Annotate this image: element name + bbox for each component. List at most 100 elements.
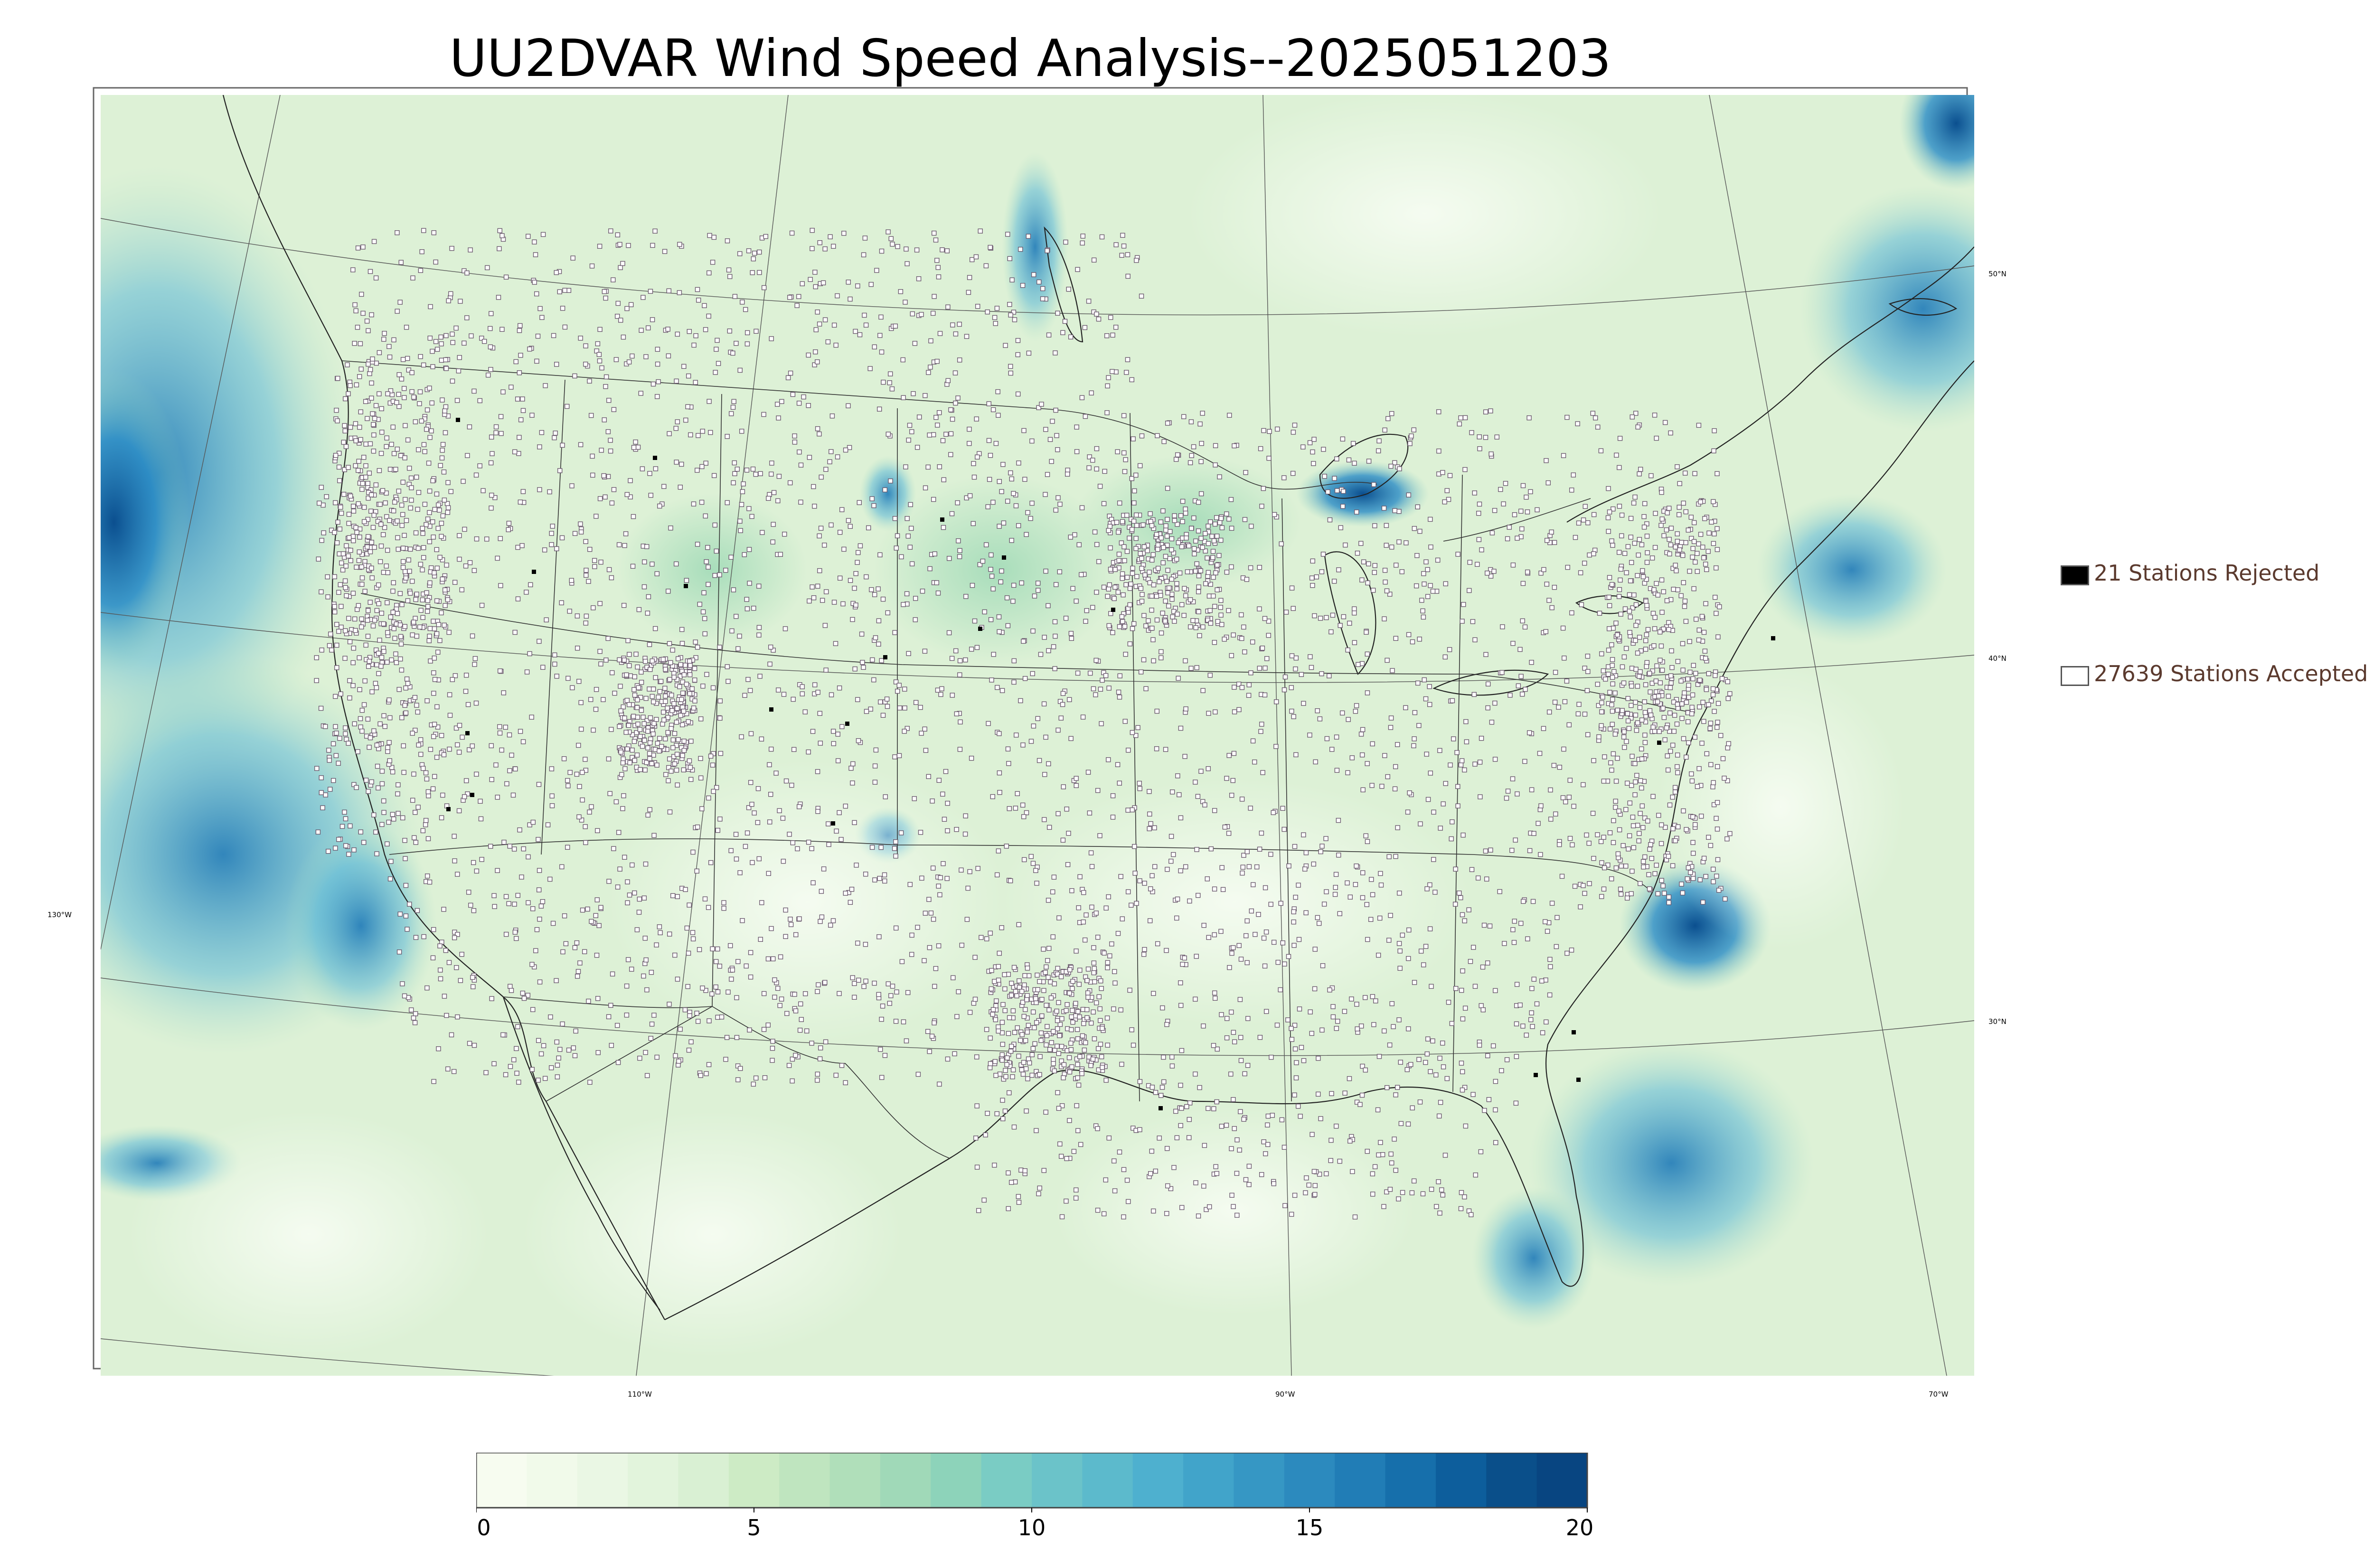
accepted-station-marker <box>781 858 786 864</box>
accepted-station-marker <box>897 705 903 711</box>
accepted-station-marker <box>1261 428 1266 433</box>
accepted-station-marker <box>684 578 689 583</box>
accepted-station-marker <box>684 925 690 931</box>
accepted-station-marker <box>688 777 694 782</box>
accepted-station-marker <box>1660 883 1666 889</box>
accepted-station-marker <box>647 751 652 756</box>
accepted-station-marker <box>1176 676 1181 681</box>
accepted-station-marker <box>1357 1102 1363 1107</box>
accepted-station-marker <box>1370 994 1375 999</box>
accepted-station-marker <box>1609 642 1614 648</box>
accepted-station-marker <box>485 265 490 271</box>
accepted-station-marker <box>1363 833 1369 838</box>
accepted-station-marker <box>1007 302 1012 307</box>
accepted-station-marker <box>1219 622 1225 627</box>
accepted-station-marker <box>882 487 888 493</box>
accepted-station-marker <box>437 638 443 643</box>
accepted-station-marker <box>925 464 931 470</box>
accepted-station-marker <box>329 648 334 653</box>
accepted-station-marker <box>1421 571 1426 576</box>
accepted-station-marker <box>1669 665 1675 670</box>
accepted-station-marker <box>1576 520 1582 526</box>
accepted-station-marker <box>1428 545 1433 550</box>
accepted-station-marker <box>437 943 443 948</box>
accepted-station-marker <box>1160 1005 1165 1011</box>
accepted-station-marker <box>657 736 662 741</box>
accepted-station-marker <box>410 579 415 584</box>
accepted-station-marker <box>1548 787 1553 793</box>
accepted-station-marker <box>1074 449 1080 454</box>
accepted-station-marker <box>1553 669 1558 675</box>
accepted-station-marker <box>1416 1057 1422 1062</box>
accepted-station-marker <box>374 360 379 366</box>
accepted-station-marker <box>530 906 536 911</box>
accepted-station-marker <box>989 986 994 992</box>
accepted-station-marker <box>1067 1069 1073 1075</box>
accepted-station-marker <box>387 518 392 523</box>
accepted-station-marker <box>371 432 377 438</box>
accepted-station-marker <box>1711 780 1716 785</box>
accepted-station-marker <box>751 256 756 262</box>
accepted-station-marker <box>1158 1093 1164 1098</box>
accepted-station-marker <box>515 1024 520 1030</box>
accepted-station-marker <box>348 424 353 430</box>
accepted-station-marker <box>1069 1064 1074 1070</box>
accepted-station-marker <box>618 749 624 755</box>
accepted-station-marker <box>1062 319 1068 324</box>
accepted-station-marker <box>993 1073 999 1078</box>
accepted-station-marker <box>903 300 908 305</box>
accepted-station-marker <box>1074 598 1079 604</box>
accepted-station-marker <box>369 395 374 401</box>
accepted-station-marker <box>1514 1021 1519 1027</box>
accepted-station-marker <box>1147 918 1153 923</box>
accepted-station-marker <box>999 688 1005 693</box>
accepted-station-marker <box>756 249 762 255</box>
accepted-station-marker <box>1315 915 1320 920</box>
accepted-station-marker <box>434 347 440 352</box>
accepted-station-marker <box>1606 664 1611 669</box>
accepted-station-marker <box>1007 256 1013 261</box>
accepted-station-marker <box>1406 956 1411 961</box>
accepted-station-marker <box>565 845 570 850</box>
accepted-station-marker <box>409 485 414 490</box>
accepted-station-marker <box>452 834 457 839</box>
accepted-station-marker <box>721 906 726 911</box>
accepted-station-marker <box>1218 612 1224 618</box>
accepted-station-marker <box>503 894 509 899</box>
accepted-station-marker <box>583 343 588 348</box>
accepted-station-marker <box>1058 974 1064 979</box>
accepted-station-marker <box>1000 1116 1006 1121</box>
accepted-station-marker <box>989 573 995 579</box>
accepted-station-marker <box>367 735 373 741</box>
accepted-station-marker <box>1213 462 1218 468</box>
accepted-station-marker <box>1084 1007 1090 1013</box>
accepted-station-marker <box>807 598 812 604</box>
accepted-station-marker <box>449 1032 454 1038</box>
accepted-station-marker <box>1039 402 1044 407</box>
accepted-station-marker <box>1086 1054 1092 1060</box>
accepted-station-marker <box>583 361 588 367</box>
accepted-station-marker <box>425 598 431 603</box>
accepted-station-marker <box>672 952 678 958</box>
accepted-station-marker <box>1620 664 1625 670</box>
accepted-station-marker <box>1060 837 1066 843</box>
accepted-station-marker <box>1583 504 1588 509</box>
accepted-station-marker <box>1065 862 1071 867</box>
accepted-station-marker <box>654 762 659 768</box>
accepted-station-marker <box>1523 686 1528 692</box>
accepted-station-marker <box>434 565 440 571</box>
accepted-station-marker <box>822 317 828 322</box>
accepted-station-marker <box>630 563 636 569</box>
accepted-station-marker <box>986 438 992 443</box>
accepted-station-marker <box>1159 649 1164 655</box>
accepted-station-marker <box>1662 737 1667 742</box>
accepted-station-marker <box>1570 842 1575 847</box>
accepted-station-marker <box>527 822 532 827</box>
accepted-station-marker <box>989 677 994 683</box>
accepted-station-marker <box>386 819 391 825</box>
accepted-station-marker <box>424 776 430 782</box>
accepted-station-marker <box>789 230 795 236</box>
accepted-station-marker <box>1329 747 1335 752</box>
accepted-station-marker <box>369 540 374 545</box>
accepted-station-marker <box>1509 847 1515 853</box>
